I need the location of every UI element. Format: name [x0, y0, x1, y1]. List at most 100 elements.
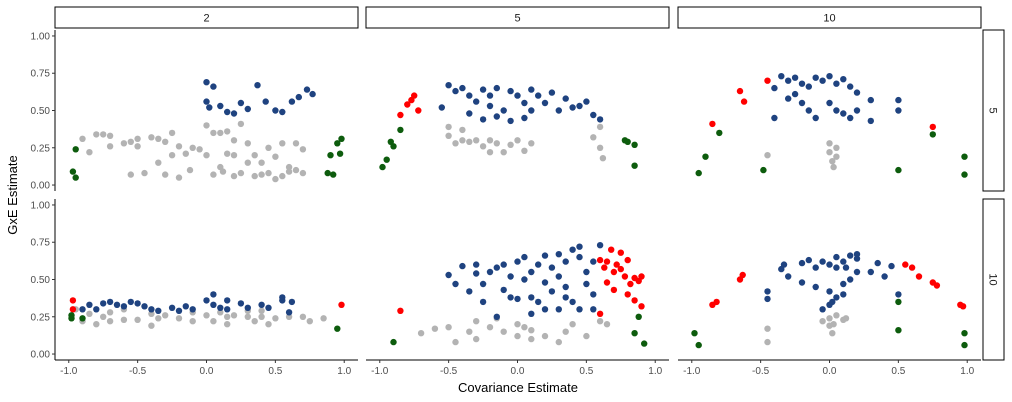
point-blue: [819, 306, 826, 313]
point-gray: [826, 140, 833, 147]
point-blue: [93, 306, 100, 313]
point-red: [397, 307, 404, 314]
point-green: [895, 166, 902, 174]
point-green: [702, 153, 709, 160]
point-gray: [479, 143, 487, 150]
point-gray: [134, 135, 141, 142]
point-green: [631, 330, 638, 337]
point-gray: [258, 171, 265, 178]
point-gray: [829, 330, 836, 337]
point-gray: [203, 312, 210, 319]
point-gray: [445, 123, 452, 131]
x-tick-label: -0.5: [129, 366, 147, 377]
point-gray: [203, 152, 210, 159]
point-blue: [764, 295, 771, 303]
point-red: [69, 297, 77, 304]
point-green: [695, 169, 702, 177]
point-gray: [217, 129, 224, 137]
point-green: [379, 163, 386, 171]
point-gray: [285, 168, 293, 175]
point-blue: [288, 298, 296, 306]
point-blue: [541, 99, 549, 107]
point-blue: [853, 107, 861, 114]
point-blue: [583, 280, 590, 288]
point-blue: [562, 283, 569, 291]
point-blue: [829, 298, 836, 306]
point-gray: [203, 122, 210, 129]
point-blue: [438, 104, 445, 111]
point-gray: [224, 313, 231, 320]
point-green: [961, 171, 968, 178]
point-blue: [206, 104, 213, 111]
point-red: [603, 258, 611, 265]
point-gray: [299, 169, 307, 177]
point-blue: [895, 96, 902, 104]
point-blue: [493, 264, 500, 271]
point-red: [613, 261, 620, 268]
point-blue: [155, 307, 162, 314]
point-blue: [466, 110, 473, 117]
point-gray: [148, 310, 155, 317]
point-blue: [867, 96, 874, 104]
point-blue: [528, 86, 535, 93]
point-green: [334, 325, 341, 332]
point-gray: [562, 328, 569, 335]
point-blue: [562, 95, 569, 102]
point-gray: [486, 137, 494, 144]
point-blue: [847, 276, 854, 283]
point-gray: [486, 324, 494, 331]
point-blue: [210, 301, 217, 308]
point-blue: [486, 102, 494, 110]
y-tick-label: 0.25: [31, 312, 51, 323]
column-strip-box: [365, 6, 670, 29]
point-blue: [541, 252, 549, 259]
point-blue: [106, 298, 114, 306]
point-blue: [555, 306, 562, 313]
point-gray: [521, 147, 528, 154]
point-blue: [895, 291, 902, 298]
point-gray: [127, 171, 134, 178]
point-green: [336, 150, 344, 157]
point-blue: [127, 298, 134, 306]
point-blue: [279, 108, 286, 116]
point-blue: [590, 258, 597, 265]
point-gray: [100, 313, 107, 320]
point-green: [69, 168, 77, 175]
point-red: [736, 87, 744, 95]
point-gray: [459, 137, 466, 144]
point-gray: [237, 120, 245, 128]
point-blue: [764, 288, 771, 295]
point-blue: [805, 107, 812, 114]
point-gray: [134, 143, 141, 150]
point-green: [961, 153, 968, 160]
point-red: [740, 98, 748, 105]
panel-col5-row10: [390, 242, 648, 347]
point-red: [929, 123, 936, 131]
point-blue: [479, 116, 487, 123]
point-red: [603, 279, 611, 286]
point-gray: [279, 172, 286, 180]
point-gray: [148, 322, 155, 329]
point-gray: [521, 324, 528, 331]
point-gray: [175, 174, 183, 181]
point-gray: [106, 143, 114, 150]
point-blue: [486, 268, 494, 276]
point-blue: [113, 301, 121, 308]
point-green: [330, 171, 337, 178]
y-axes: 0.00 0.25 0.50 0.75 1.00 0.00 0.25 0.50 0.75 1.00: [31, 30, 56, 361]
point-gray: [555, 338, 562, 346]
point-green: [961, 341, 968, 349]
point-red: [621, 273, 629, 280]
point-red: [764, 77, 771, 84]
point-blue: [874, 259, 881, 267]
point-blue: [452, 280, 459, 288]
point-green: [397, 126, 404, 134]
point-green: [624, 138, 631, 145]
x-tick-label: -1.0: [683, 366, 701, 377]
point-gray: [417, 330, 425, 337]
point-blue: [473, 261, 480, 268]
point-gray: [230, 152, 238, 159]
point-green: [895, 298, 902, 306]
point-red: [397, 111, 404, 119]
